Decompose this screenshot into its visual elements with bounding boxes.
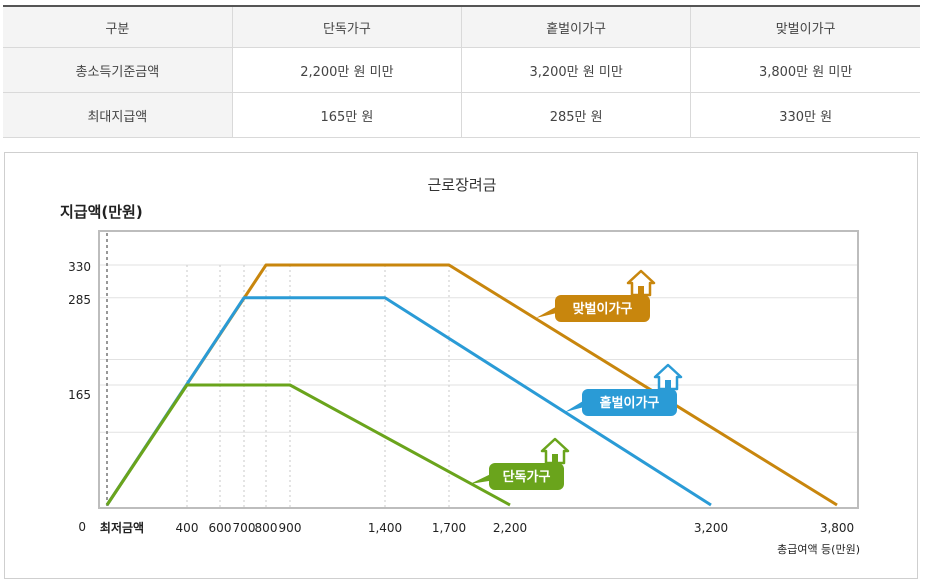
x-tick-label: 2,200 xyxy=(493,521,527,535)
bubble-box xyxy=(582,389,677,416)
series-label-bubble: 맞벌이가구 xyxy=(536,269,656,322)
house-icon xyxy=(653,363,683,391)
table-header-cell: 단독가구 xyxy=(232,5,463,48)
table-cell: 3,800만 원 미만 xyxy=(690,47,920,93)
y-tick-label: 285 xyxy=(68,293,91,307)
x-tick-label: 900 xyxy=(279,521,302,535)
x-tick-label: 400 xyxy=(176,521,199,535)
house-door xyxy=(638,286,644,295)
house-outline xyxy=(540,437,570,465)
series-label: 홑벌이가구 xyxy=(600,395,660,411)
house-outline xyxy=(653,363,683,391)
bubble-pointer xyxy=(536,304,561,318)
y-tick-label: 0 xyxy=(78,520,86,534)
x-tick-label: 최저금액 xyxy=(100,520,144,535)
bubble-box xyxy=(489,463,564,490)
y-tick-label: 330 xyxy=(68,260,91,274)
house-door xyxy=(665,380,671,389)
table-cell: 총소득기준금액 xyxy=(3,47,233,93)
plot-area xyxy=(98,230,859,509)
table-header-cell: 구분 xyxy=(3,5,233,48)
table-cell: 165만 원 xyxy=(232,92,463,138)
house-icon xyxy=(626,269,656,297)
series-label: 맞벌이가구 xyxy=(573,301,633,317)
table-row: 총소득기준금액 2,200만 원 미만 3,200만 원 미만 3,800만 원… xyxy=(3,47,920,93)
x-tick-label: 600 xyxy=(209,521,232,535)
house-door xyxy=(552,454,558,463)
table-cell: 285만 원 xyxy=(461,92,692,138)
series-label-bubble: 홑벌이가구 xyxy=(565,363,683,416)
table-cell: 최대지급액 xyxy=(3,92,233,138)
x-tick-label: 1,700 xyxy=(432,521,466,535)
table-cell: 330만 원 xyxy=(690,92,920,138)
bubble-box xyxy=(555,295,650,322)
x-tick-label: 3,200 xyxy=(694,521,728,535)
y-axis-label: 지급액(만원) xyxy=(60,203,143,221)
table-cell: 2,200만 원 미만 xyxy=(232,47,463,93)
series-line xyxy=(105,383,511,507)
series-label: 단독가구 xyxy=(503,469,551,485)
y-tick-label: 165 xyxy=(68,388,91,402)
bubble-pointer xyxy=(470,472,495,484)
chart-title: 근로장려금 xyxy=(427,176,496,194)
x-tick-label: 3,800 xyxy=(820,521,854,535)
x-tick-label: 800 xyxy=(255,521,278,535)
table-header-cell: 맞벌이가구 xyxy=(690,5,920,48)
x-axis-label: 총급여액 등(만원) xyxy=(777,543,860,556)
x-tick-label: 1,400 xyxy=(368,521,402,535)
house-outline xyxy=(626,269,656,297)
info-table: 구분 단독가구 홑벌이가구 맞벌이가구 총소득기준금액 2,200만 원 미만 … xyxy=(3,5,920,138)
table-row: 최대지급액 165만 원 285만 원 330만 원 xyxy=(3,92,920,138)
series-label-bubble: 단독가구 xyxy=(470,437,570,490)
table-header-cell: 홑벌이가구 xyxy=(461,5,692,48)
table-header-row: 구분 단독가구 홑벌이가구 맞벌이가구 xyxy=(3,5,920,48)
table-cell: 3,200만 원 미만 xyxy=(461,47,692,93)
house-icon xyxy=(540,437,570,465)
x-tick-label: 700 xyxy=(233,521,256,535)
